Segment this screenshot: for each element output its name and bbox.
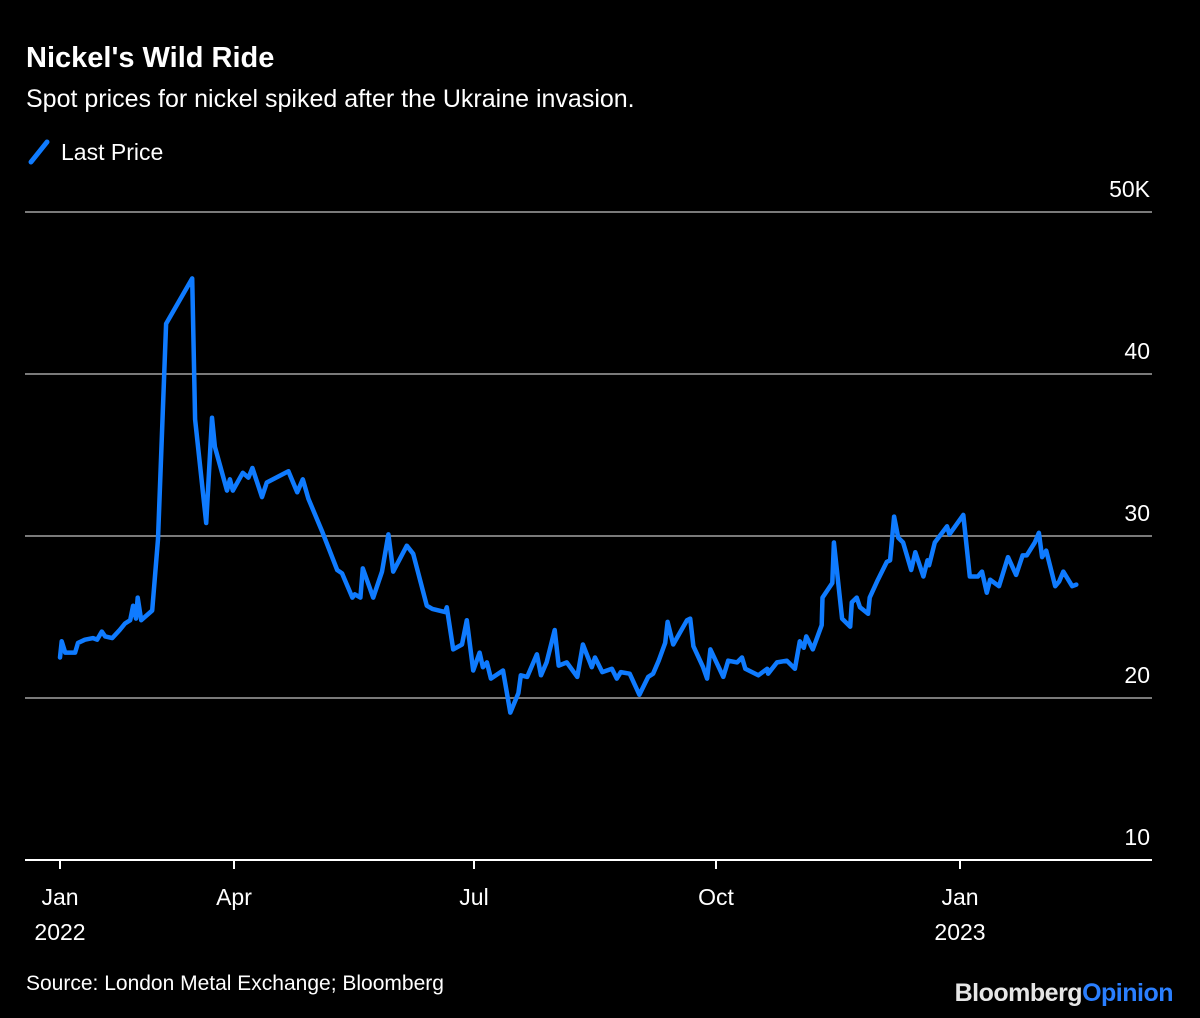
series-layer <box>57 276 1079 715</box>
x-tick-label: Jul <box>459 884 488 910</box>
source-note: Source: London Metal Exchange; Bloomberg <box>26 972 444 995</box>
chart-title: Nickel's Wild Ride <box>26 42 274 74</box>
legend-label: Last Price <box>61 139 163 165</box>
x-tick-year-label: 2022 <box>34 919 85 945</box>
x-axis: Jan 2022 Apr Jul Oct Jan 2023 <box>34 860 986 945</box>
gridlines <box>25 211 1152 861</box>
x-tick-label: Jan <box>941 884 978 910</box>
y-tick-label: 30 <box>1124 500 1150 526</box>
legend-swatch-icon <box>28 139 50 165</box>
y-tick-label: 20 <box>1124 662 1150 688</box>
x-tick-label: Oct <box>698 884 734 910</box>
y-tick-label: 10 <box>1124 824 1150 850</box>
series-line-last-price <box>57 276 1079 715</box>
y-tick-label: 50K <box>1109 176 1151 202</box>
x-tick-label: Apr <box>216 884 252 910</box>
y-axis: 50K 40 30 20 10 <box>1109 176 1151 850</box>
chart-subtitle: Spot prices for nickel spiked after the … <box>26 85 635 113</box>
y-tick-label: 40 <box>1124 338 1150 364</box>
logo-opinion: Opinion <box>1082 979 1173 1007</box>
legend: Last Price <box>28 139 163 165</box>
x-tick-year-label: 2023 <box>934 919 985 945</box>
logo-bloomberg: Bloomberg <box>955 979 1082 1007</box>
bloomberg-opinion-logo: BloombergOpinion <box>955 979 1173 1007</box>
x-tick-label: Jan <box>41 884 78 910</box>
